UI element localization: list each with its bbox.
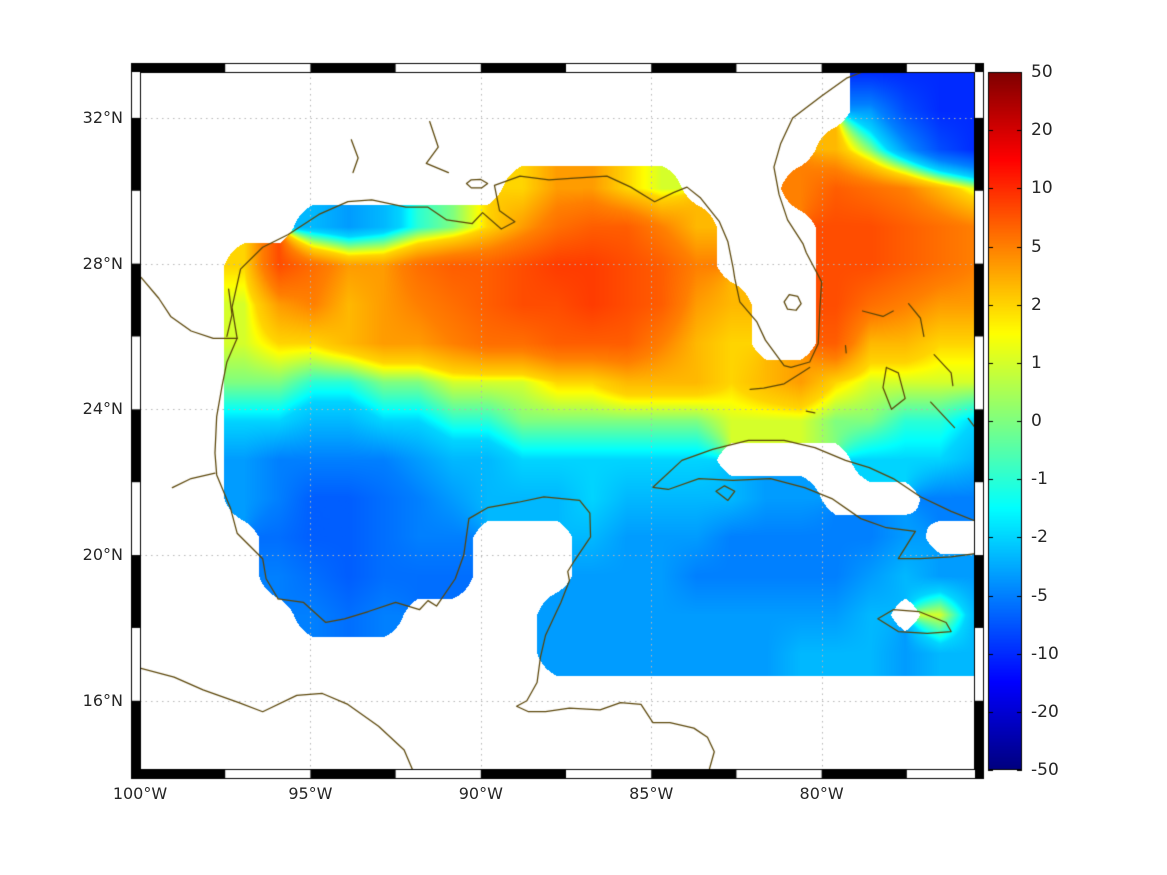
colorbar-tick-label-5: 1 — [1031, 352, 1042, 373]
x-tick-label-4: 80°W — [799, 784, 844, 803]
x-tick-label-1: 95°W — [288, 784, 333, 803]
colorbar-tick-label-7: -1 — [1031, 469, 1048, 490]
colorbar-tick-label-8: -2 — [1031, 527, 1048, 548]
y-tick-label-4: 32°N — [82, 107, 123, 127]
colorbar-tick-label-10: -10 — [1031, 643, 1059, 664]
colorbar-tick-label-2: 10 — [1031, 178, 1053, 199]
y-tick-label-0: 16°N — [82, 690, 123, 710]
colorbar-tick-label-4: 2 — [1031, 294, 1042, 315]
y-tick-label-2: 24°N — [82, 399, 123, 419]
colorbar-tick-label-3: 5 — [1031, 236, 1042, 257]
colorbar-tick-label-11: -20 — [1031, 701, 1059, 722]
colorbar-tick-label-0: 50 — [1031, 62, 1053, 82]
colorbar-tick-label-9: -5 — [1031, 585, 1048, 606]
colorbar-tick-label-12: -50 — [1031, 760, 1059, 780]
colorbar-tick-label-6: 0 — [1031, 411, 1042, 431]
x-tick-label-2: 90°W — [458, 784, 503, 803]
y-tick-label-1: 20°N — [82, 545, 123, 565]
x-tick-label-0: 100°W — [112, 784, 168, 803]
x-tick-label-3: 85°W — [629, 784, 674, 803]
colorbar-tick-label-1: 20 — [1031, 120, 1053, 141]
y-tick-label-3: 28°N — [82, 253, 123, 273]
